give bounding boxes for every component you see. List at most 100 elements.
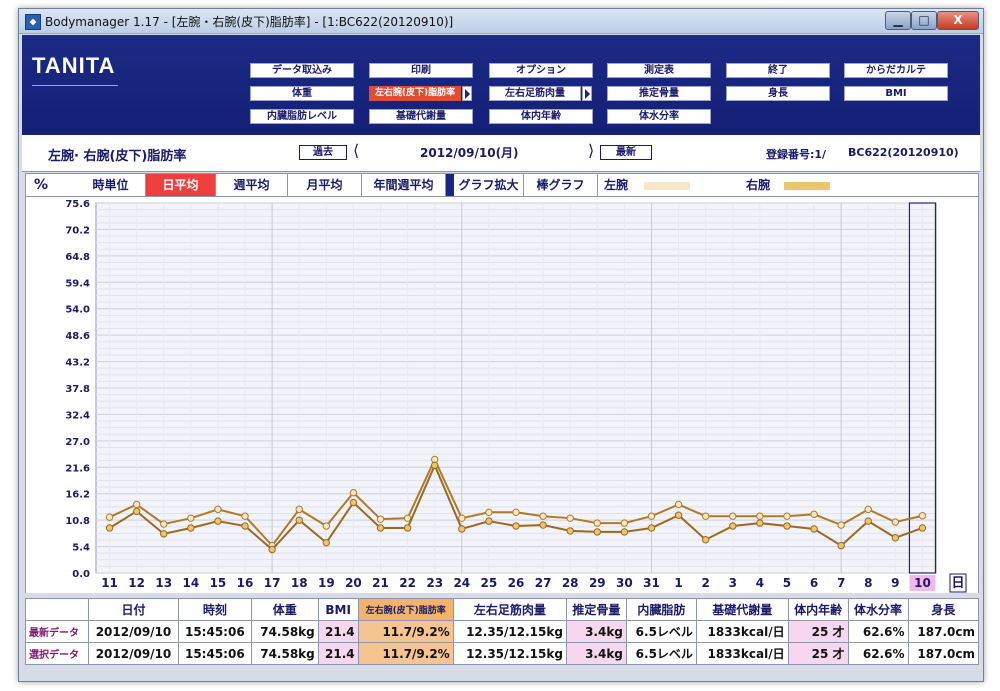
tab-weekly[interactable]: 週平均 — [216, 174, 288, 196]
data-point — [214, 517, 222, 525]
bmr-button[interactable]: 基礎代謝量 — [369, 109, 473, 124]
data-point — [376, 524, 385, 532]
logo-underline — [32, 85, 118, 86]
data-point — [756, 512, 764, 520]
x-tick-label: 18 — [291, 576, 308, 590]
table-cell: 74.58kg — [250, 642, 319, 665]
maximize-button[interactable]: □ — [911, 11, 937, 30]
x-tick-label: 22 — [399, 576, 416, 590]
data-point — [539, 521, 547, 529]
arm-fat-arrow-icon[interactable] — [462, 86, 472, 101]
data-point — [485, 508, 493, 517]
data-point — [512, 522, 520, 530]
table-cell: 3.4kg — [565, 642, 627, 665]
print-button[interactable]: 印刷 — [369, 63, 473, 78]
body-age-button[interactable]: 体内年齢 — [489, 109, 593, 124]
x-axis-unit-box — [949, 573, 967, 593]
toolbar-header: TANITA データ取込み 印刷 オプション 測定表 終了 からだカルテ 体重 … — [22, 35, 980, 135]
arm-fat-button[interactable]: 左右腕(皮下)脂肪率 — [369, 86, 461, 101]
x-tick-label: 24 — [453, 576, 470, 590]
table-cell: 3.4kg — [565, 620, 627, 643]
x-tick-label: 6 — [810, 576, 818, 590]
app-window: Bodymanager 1.17 - [左腕・右腕(皮下)脂肪率] - [1:B… — [18, 8, 984, 682]
tab-monthly[interactable]: 月平均 — [288, 174, 362, 196]
tab-yearly[interactable]: 年間週平均 — [362, 174, 446, 196]
y-tick-label: 54.0 — [65, 305, 90, 316]
table-header-cell: 体水分率 — [847, 598, 909, 621]
x-tick-label: 4 — [756, 576, 764, 590]
x-tick-label: 29 — [589, 576, 606, 590]
data-point — [701, 536, 710, 544]
data-point — [647, 512, 656, 520]
x-tick-label: 9 — [891, 576, 899, 590]
data-point — [729, 512, 737, 520]
y-tick-label: 70.2 — [65, 225, 90, 236]
x-tick-label: 7 — [837, 576, 845, 590]
options-button[interactable]: オプション — [489, 63, 593, 78]
prev-arrow-icon[interactable]: ⟨ — [353, 141, 360, 160]
table-cell: 6.5レベル — [625, 642, 697, 665]
x-axis-unit: 日 — [951, 576, 964, 591]
table-cell: 15:45:06 — [177, 642, 252, 665]
table-row[interactable]: 選択データ 2012/09/10 15:45:06 74.58kg 21.4 11.7/9… — [25, 642, 979, 665]
bmi-button[interactable]: BMI — [844, 86, 948, 101]
x-tick-label: 11 — [101, 576, 118, 590]
bone-mass-button[interactable]: 推定骨量 — [607, 86, 711, 101]
row-label: 最新データ — [25, 620, 89, 643]
data-point — [105, 513, 114, 521]
y-tick-label: 37.8 — [65, 384, 90, 395]
data-point — [566, 514, 574, 522]
table-header-cell: 推定骨量 — [565, 598, 627, 621]
tab-bar-graph[interactable]: 棒グラフ — [524, 174, 598, 196]
data-point — [485, 517, 493, 525]
row-label: 選択データ — [25, 642, 89, 665]
table-header-cell: 体内年齢 — [787, 598, 849, 621]
minimize-button[interactable]: ▁ — [885, 11, 911, 30]
weight-button[interactable]: 体重 — [250, 86, 354, 101]
data-point — [593, 528, 601, 536]
table-header-cell: 身長 — [907, 598, 979, 621]
data-point — [187, 514, 195, 522]
table-body: 最新データ 2012/09/10 15:45:06 74.58kg 21.4 11.7/9… — [25, 620, 979, 665]
table-cell: 74.58kg — [250, 620, 319, 643]
height-button[interactable]: 身長 — [726, 86, 830, 101]
table-cell: 62.6% — [847, 642, 909, 665]
x-tick-label: 16 — [237, 576, 254, 590]
table-cell: 12.35/12.15kg — [452, 642, 567, 665]
close-button[interactable]: X — [937, 11, 979, 30]
y-tick-label: 64.8 — [65, 252, 90, 263]
latest-button[interactable]: 最新 — [600, 145, 652, 160]
data-point — [349, 489, 358, 497]
visceral-fat-button[interactable]: 内臓脂肪レベル — [250, 109, 354, 124]
leg-muscle-button[interactable]: 左右足筋肉量 — [489, 86, 581, 101]
x-tick-label: 15 — [210, 576, 227, 590]
next-arrow-icon[interactable]: ⟩ — [588, 141, 595, 160]
data-point — [864, 505, 872, 514]
table-header-cell: 左右腕(皮下)脂肪率 — [357, 598, 454, 621]
table-cell: 187.0cm — [907, 620, 979, 643]
registration-id: BC622(20120910) — [848, 146, 959, 159]
body-chart-button[interactable]: からだカルテ — [844, 63, 948, 78]
x-tick-label: 13 — [155, 576, 172, 590]
data-import-button[interactable]: データ取込み — [250, 63, 354, 78]
tab-daily[interactable]: 日平均 — [146, 174, 216, 196]
data-point — [295, 516, 303, 524]
legend-left-arm-swatch — [644, 182, 690, 190]
table-row[interactable]: 最新データ 2012/09/10 15:45:06 74.58kg 21.4 11.7/9… — [25, 620, 979, 643]
legend-right-arm-label: 右腕 — [746, 178, 771, 192]
tab-hourly[interactable]: 時単位 — [76, 174, 146, 196]
title-bar: Bodymanager 1.17 - [左腕・右腕(皮下)脂肪率] - [1:B… — [19, 9, 983, 34]
measurement-table-button[interactable]: 測定表 — [607, 63, 711, 78]
info-bar: 左腕· 右腕(皮下)脂肪率 過去 ⟨ 2012/09/10(月) ⟩ 最新 登録… — [22, 135, 980, 172]
leg-muscle-arrow-icon[interactable] — [582, 86, 592, 101]
data-point — [160, 520, 168, 528]
table-header-cell: 体重 — [250, 598, 319, 621]
table-header-row: 日付 時刻 体重 BMI 左右腕(皮下)脂肪率 左右足筋肉量 推定骨量 内臓脂肪 基礎代謝量 体内… — [25, 598, 979, 621]
tab-zoom[interactable]: グラフ拡大 — [446, 174, 524, 196]
water-button[interactable]: 体水分率 — [607, 109, 711, 124]
exit-button[interactable]: 終了 — [726, 63, 830, 78]
x-tick-label: 23 — [426, 576, 443, 590]
data-point — [268, 545, 276, 554]
prev-button[interactable]: 過去 — [299, 145, 347, 160]
x-tick-label: 19 — [318, 576, 335, 590]
